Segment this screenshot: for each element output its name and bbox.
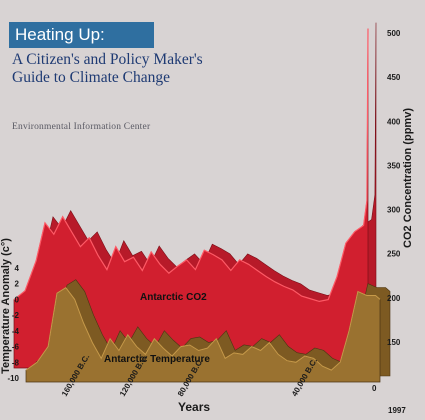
- temperature-tick--6: -6: [12, 343, 20, 352]
- co2-tick-300: 300: [387, 206, 401, 215]
- temperature-tick--10: -10: [7, 374, 19, 383]
- temperature-tick-0: 0: [15, 295, 20, 304]
- x-tick-4: 0: [372, 384, 377, 393]
- temperature-tick--2: -2: [12, 311, 20, 320]
- book-title: Heating Up:: [9, 22, 154, 48]
- co2-tick-150: 150: [387, 338, 401, 347]
- co2-tick-500: 500: [387, 29, 401, 38]
- temperature-tick-2: 2: [15, 280, 20, 289]
- x-axis-label: Years: [178, 400, 210, 414]
- temperature-series-label: Antarctic Temperature: [104, 354, 210, 365]
- temperature-axis-label: Temperature Anomaly (c°): [0, 238, 12, 374]
- temperature-tick-4: 4: [15, 264, 20, 273]
- subtitle-line-1: A Citizen's and Policy Maker's: [12, 51, 203, 68]
- temperature-tick--8: -8: [12, 358, 20, 367]
- co2-series-line: [13, 28, 369, 303]
- co2-tick-450: 450: [387, 73, 401, 82]
- subtitle-line-2: Guide to Climate Change: [12, 69, 170, 86]
- book-subtitle: A Citizen's and Policy Maker's Guide to …: [12, 51, 262, 87]
- temperature-series-line: [25, 286, 381, 371]
- co2-tick-350: 350: [387, 161, 401, 170]
- temperature-tick--4: -4: [12, 327, 20, 336]
- co2-series-label: Antarctic CO2: [140, 292, 207, 303]
- x-tick-5: 1997: [388, 406, 406, 415]
- co2-tick-250: 250: [387, 250, 401, 259]
- publisher-name: Environmental Information Center: [12, 122, 151, 132]
- co2-tick-400: 400: [387, 117, 401, 126]
- co2-tick-200: 200: [387, 294, 401, 303]
- co2-axis-label: CO2 Concentration (ppmv): [402, 108, 414, 248]
